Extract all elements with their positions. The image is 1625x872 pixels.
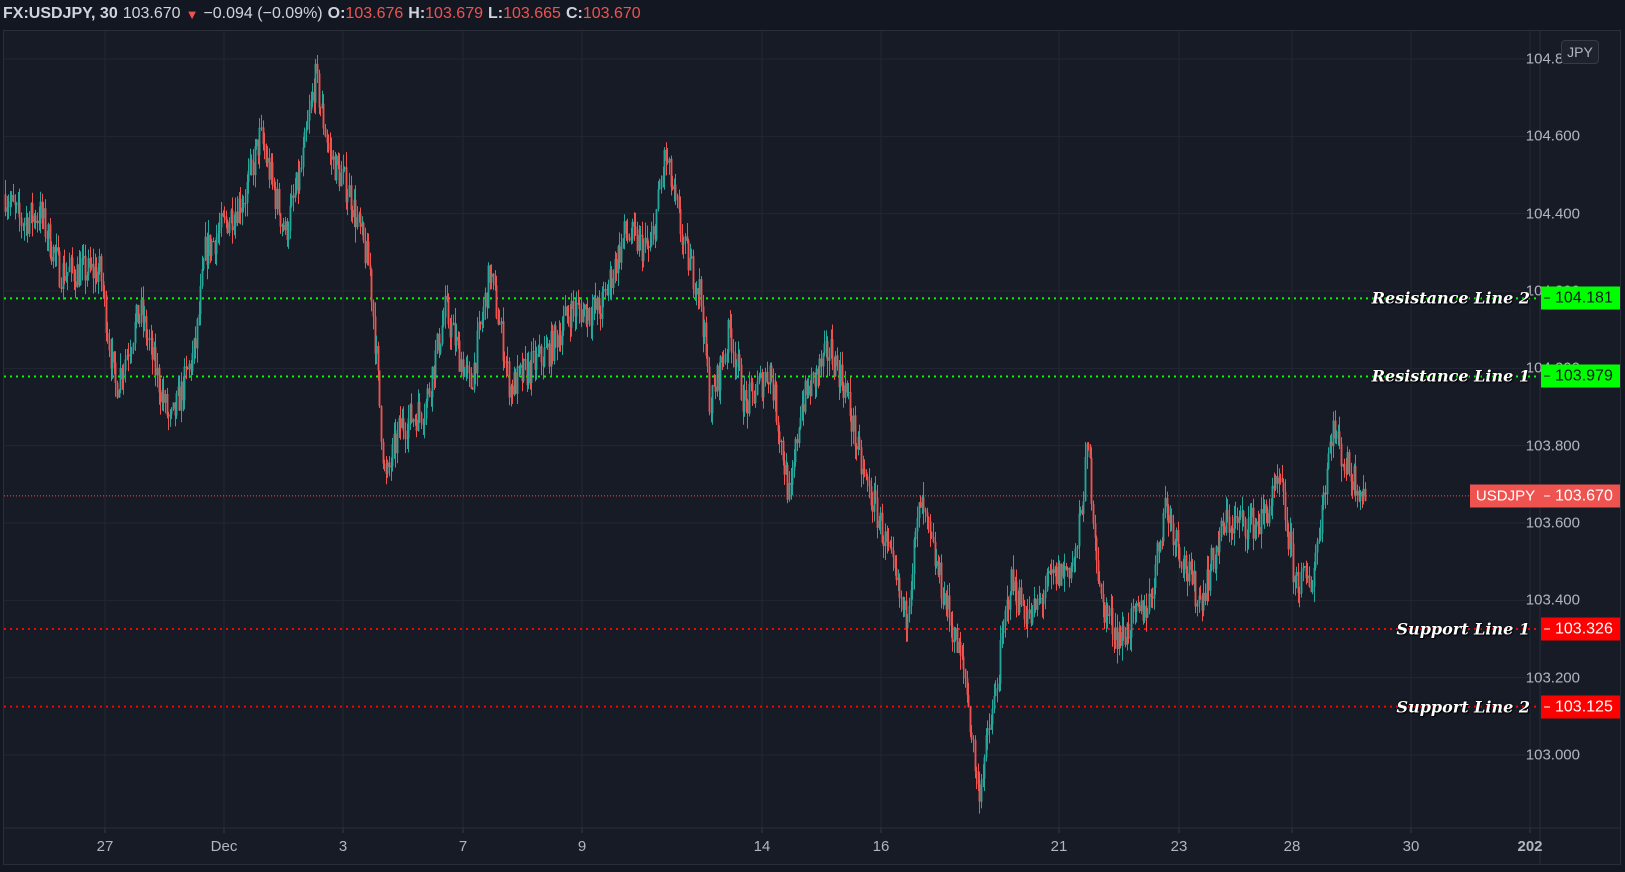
currency-badge[interactable]: JPY bbox=[1561, 40, 1599, 64]
time-tick-label: 30 bbox=[1402, 838, 1420, 855]
time-tick-label: 7 bbox=[458, 838, 468, 855]
candles bbox=[4, 54, 1367, 814]
last-price: 103.670 bbox=[122, 5, 181, 22]
level-name-label: Support Line 1 bbox=[1396, 619, 1530, 639]
price-tick-label: 103.800 bbox=[1525, 437, 1580, 455]
time-tick-label: 23 bbox=[1170, 838, 1188, 855]
current-price-badge: 103.670 bbox=[1541, 484, 1620, 508]
close-label: C: bbox=[565, 5, 583, 22]
symbol-header: FX:USDJPY, 30 103.670 ▼ −0.094 (−0.09%) … bbox=[3, 2, 641, 26]
ohlc-low: L: 103.665 bbox=[488, 5, 561, 23]
close-value: 103.670 bbox=[582, 5, 641, 22]
ohlc-close: C: 103.670 bbox=[566, 5, 641, 23]
price-tick-label: 103.400 bbox=[1525, 591, 1580, 609]
low-value: 103.665 bbox=[503, 5, 561, 22]
symbol-title[interactable]: FX:USDJPY, 30 bbox=[3, 5, 118, 22]
price-tick-label: 103.600 bbox=[1525, 514, 1580, 532]
price-change: −0.094 (−0.09%) bbox=[203, 5, 323, 22]
time-tick-label: 14 bbox=[753, 838, 771, 855]
time-tick-label: 16 bbox=[872, 838, 890, 855]
time-tick-label: 202 bbox=[1517, 838, 1543, 855]
price-tick-label: 104.600 bbox=[1525, 127, 1580, 145]
time-tick-label: 27 bbox=[96, 838, 114, 855]
symbol-price-badge: USDJPY bbox=[1470, 484, 1541, 508]
open-label: O: bbox=[327, 5, 346, 22]
time-tick-label: 9 bbox=[577, 838, 587, 855]
level-name-label: Resistance Line 1 bbox=[1371, 366, 1530, 386]
ohlc-high: H: 103.679 bbox=[408, 5, 483, 23]
triangle-down-icon: ▼ bbox=[185, 6, 199, 22]
time-tick-label: 28 bbox=[1283, 838, 1301, 855]
price-tick-label: 103.000 bbox=[1525, 746, 1580, 764]
level-price-badge[interactable]: 103.979 bbox=[1541, 364, 1620, 388]
open-value: 103.676 bbox=[345, 5, 404, 22]
time-tick-label: Dec bbox=[210, 838, 238, 855]
time-tick-label: 3 bbox=[338, 838, 348, 855]
time-tick-label: 21 bbox=[1050, 838, 1068, 855]
level-price-badge[interactable]: 103.125 bbox=[1541, 695, 1620, 719]
level-name-label: Resistance Line 2 bbox=[1371, 288, 1530, 308]
level-name-label: Support Line 2 bbox=[1396, 697, 1530, 717]
level-price-badge[interactable]: 104.181 bbox=[1541, 286, 1620, 310]
price-tick-label: 103.200 bbox=[1525, 669, 1580, 687]
price-tick-label: 104.400 bbox=[1525, 205, 1580, 223]
low-label: L: bbox=[488, 5, 504, 22]
level-price-badge[interactable]: 103.326 bbox=[1541, 617, 1620, 641]
ohlc-open: O: 103.676 bbox=[328, 5, 404, 23]
high-value: 103.679 bbox=[425, 5, 483, 22]
high-label: H: bbox=[408, 5, 426, 22]
